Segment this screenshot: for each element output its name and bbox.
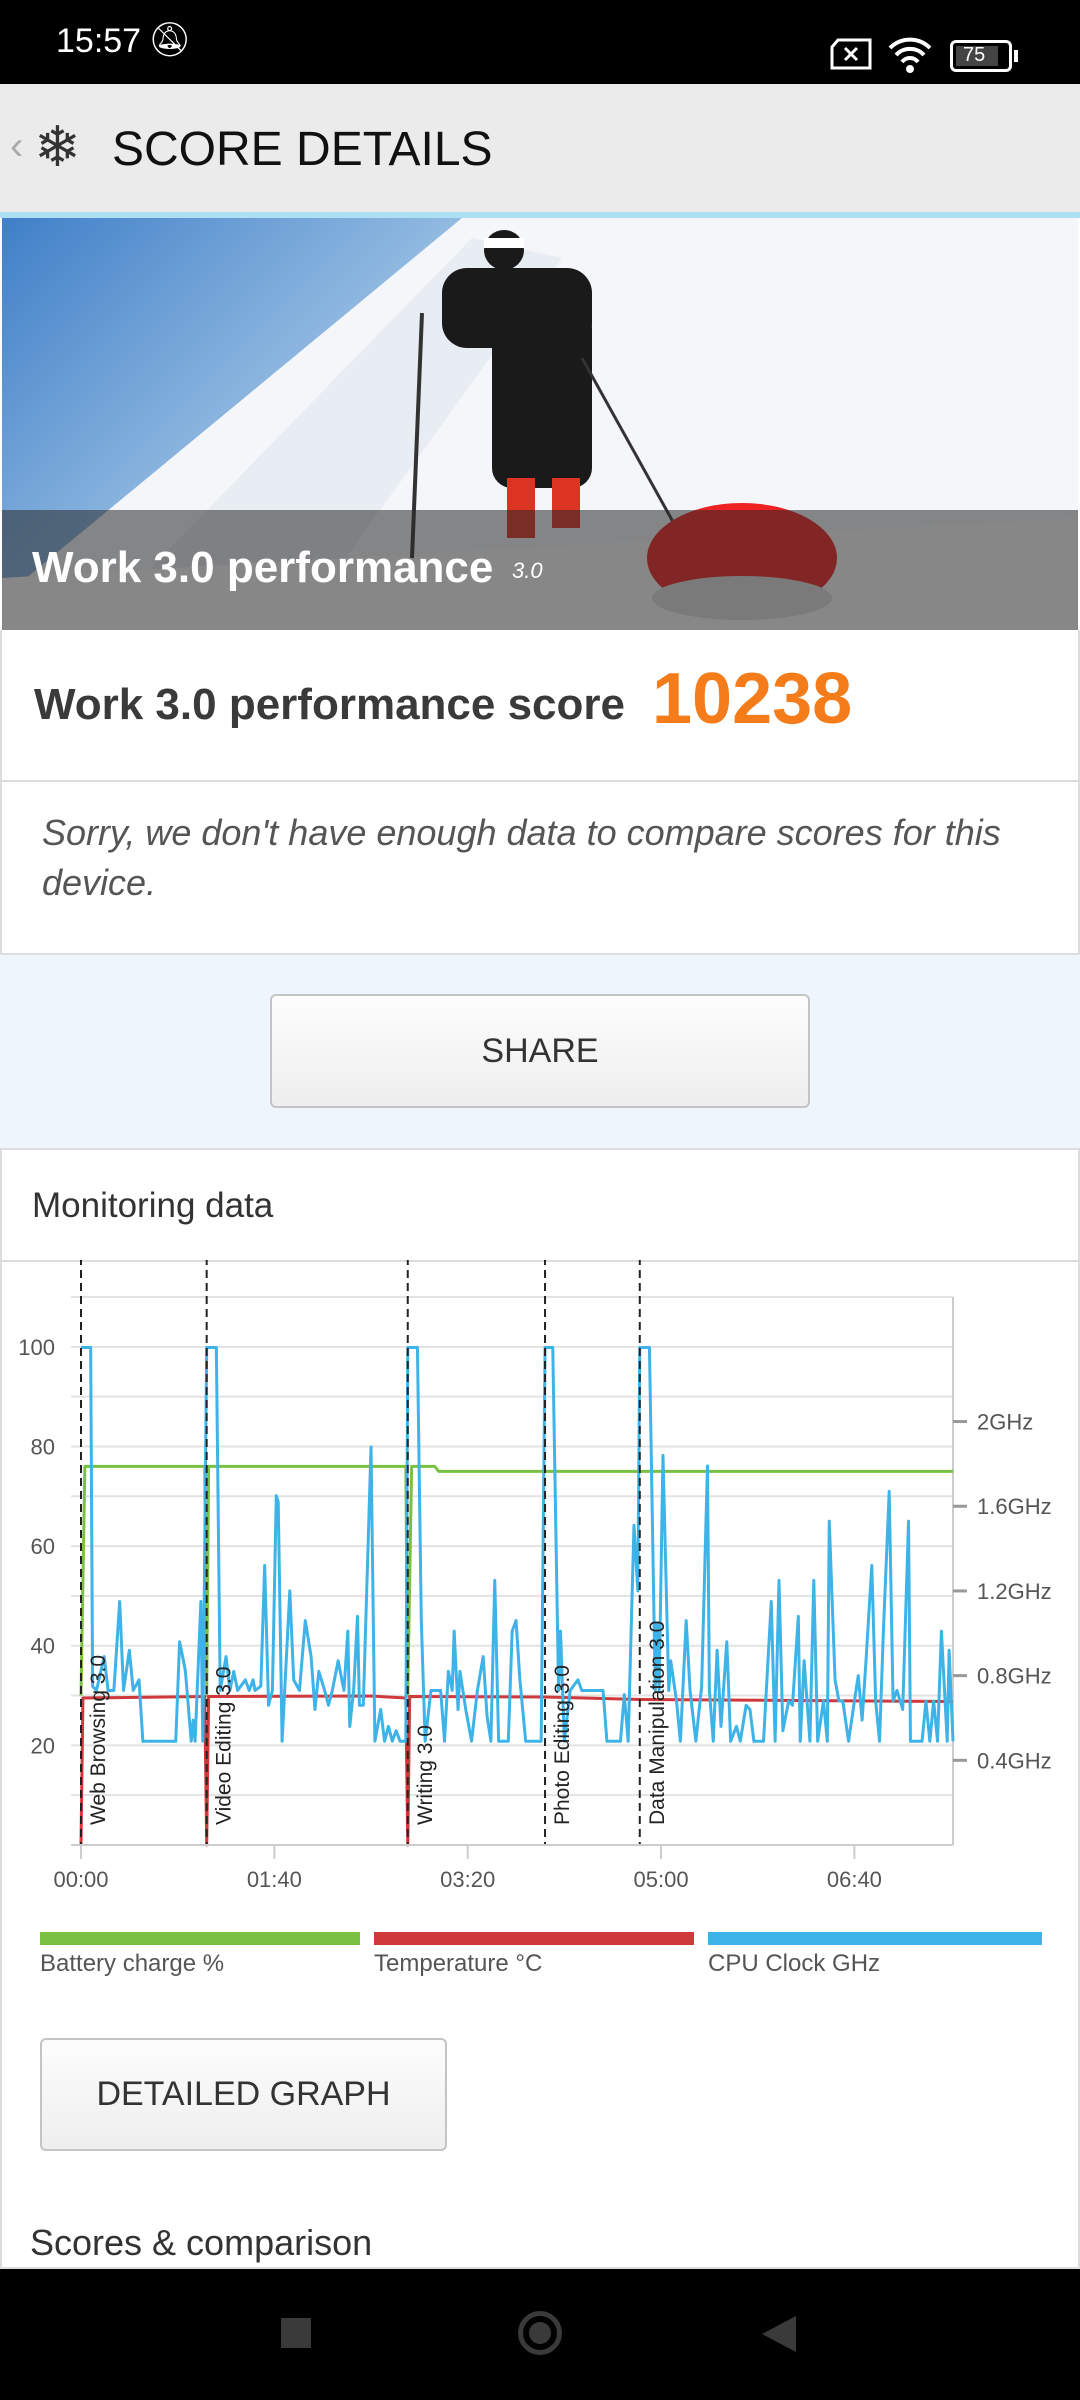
x-tick-label: 05:00 bbox=[634, 1867, 689, 1892]
app-header: ‹ ❄ SCORE DETAILS bbox=[0, 84, 1080, 212]
series-line-2 bbox=[81, 1345, 955, 1743]
clock: 15:57 bbox=[56, 22, 142, 60]
bell-off-icon: 🔕︎ bbox=[148, 21, 192, 59]
legend-cpu-swatch bbox=[708, 1932, 1042, 1945]
header-divider bbox=[0, 212, 1080, 218]
share-area: SHARE bbox=[0, 955, 1080, 1148]
phase-label: Data Manipulation 3.0 bbox=[646, 1621, 669, 1825]
navigation-bar bbox=[0, 2269, 1080, 2400]
hero-title: Work 3.0 performance bbox=[32, 543, 494, 592]
right-tick-label: 0.8GHz bbox=[977, 1664, 1052, 1689]
left-tick-label: 40 bbox=[31, 1634, 55, 1659]
legend-temperature: Temperature °C bbox=[374, 1950, 543, 1977]
x-tick-label: 03:20 bbox=[440, 1867, 495, 1892]
chevron-left-icon[interactable]: ‹ bbox=[10, 124, 24, 168]
left-tick-label: 100 bbox=[18, 1335, 55, 1360]
status-bar: 15:57 🔕︎ 75 bbox=[0, 0, 1080, 84]
sim-x-icon bbox=[830, 38, 872, 70]
phase-label: Writing 3.0 bbox=[414, 1725, 437, 1825]
x-tick-label: 00:00 bbox=[53, 1867, 108, 1892]
snowflake-icon: ❄ bbox=[34, 115, 81, 178]
right-tick-label: 2GHz bbox=[977, 1410, 1033, 1435]
phase-label: Photo Editing 3.0 bbox=[551, 1665, 574, 1825]
x-tick-label: 06:40 bbox=[827, 1867, 882, 1892]
series-line-1 bbox=[79, 1694, 954, 1847]
phase-label: Video Editing 3.0 bbox=[213, 1667, 236, 1825]
battery-level: 75 bbox=[963, 44, 986, 66]
legend-temperature-swatch bbox=[374, 1932, 694, 1945]
right-tick-label: 0.4GHz bbox=[977, 1748, 1052, 1773]
score-row: Work 3.0 performance score 10238 bbox=[0, 630, 1080, 780]
right-tick-label: 1.2GHz bbox=[977, 1579, 1052, 1604]
score-value: 10238 bbox=[652, 659, 853, 739]
wifi-icon bbox=[888, 37, 932, 73]
comparison-message: Sorry, we don't have enough data to comp… bbox=[42, 812, 1001, 903]
hero-version: 3.0 bbox=[512, 558, 543, 583]
left-tick-label: 60 bbox=[31, 1534, 55, 1559]
legend-battery-swatch bbox=[40, 1932, 360, 1945]
hero-image: Work 3.0 performance 3.0 bbox=[2, 218, 1078, 630]
monitoring-title: Monitoring data bbox=[32, 1186, 274, 1225]
back-icon[interactable] bbox=[762, 2316, 796, 2352]
score-label: Work 3.0 performance score bbox=[34, 680, 625, 729]
scores-comparison-title: Scores & comparison bbox=[30, 2222, 373, 2263]
left-tick-label: 20 bbox=[31, 1733, 55, 1758]
comparison-message-box: Sorry, we don't have enough data to comp… bbox=[0, 780, 1080, 955]
monitoring-chart: 20 40 60 80 100 0.4GHz 0.8GHz 1.2GHz 1.6GHz 2GHz 0… bbox=[18, 1260, 1052, 1892]
legend-battery: Battery charge % bbox=[40, 1950, 225, 1977]
detailed-graph-button[interactable]: DETAILED GRAPH bbox=[40, 2038, 447, 2151]
share-button[interactable]: SHARE bbox=[270, 994, 810, 1108]
right-tick-label: 1.6GHz bbox=[977, 1494, 1052, 1519]
page-title: SCORE DETAILS bbox=[112, 123, 493, 176]
left-tick-label: 80 bbox=[31, 1434, 55, 1459]
battery-icon: 75 bbox=[950, 40, 1012, 72]
home-icon[interactable] bbox=[518, 2311, 562, 2355]
x-tick-label: 01:40 bbox=[247, 1867, 302, 1892]
legend-cpu: CPU Clock GHz bbox=[708, 1950, 881, 1977]
divider bbox=[2, 1260, 1080, 1262]
series-line-0 bbox=[79, 1464, 953, 1698]
recents-icon[interactable] bbox=[281, 2318, 311, 2348]
phase-label: Web Browsing 3.0 bbox=[87, 1655, 110, 1825]
hero-caption-band bbox=[2, 510, 1078, 630]
